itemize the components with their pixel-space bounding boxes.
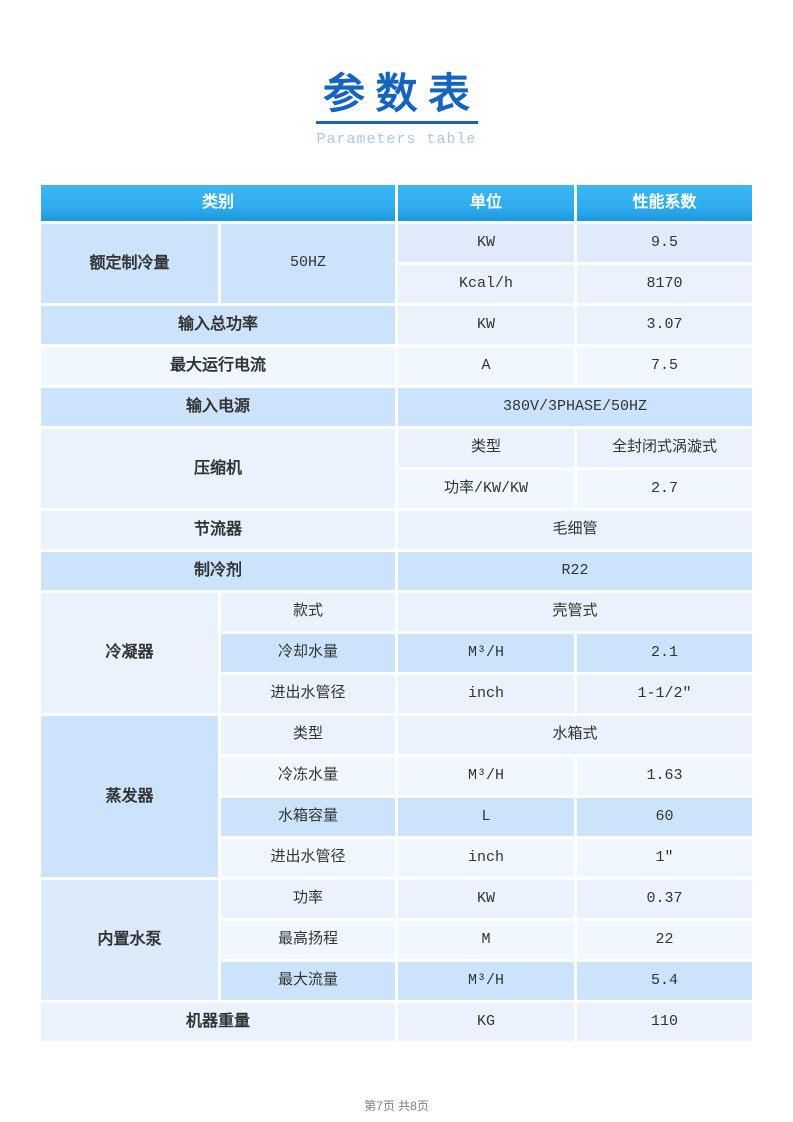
condenser-pipe-unit: inch bbox=[397, 675, 574, 713]
rated-cooling-unit-kcal: Kcal/h bbox=[397, 265, 574, 303]
table-row: 额定制冷量 50HZ KW 9.5 bbox=[41, 224, 752, 303]
condenser-pipe-label: 进出水管径 bbox=[221, 675, 395, 713]
table-row: 最大流量 M³/H 5.4 bbox=[41, 962, 752, 1000]
total-input-power-label: 输入总功率 bbox=[41, 306, 395, 344]
table-row: 进出水管径 inch 1″ bbox=[41, 839, 752, 877]
title-underline bbox=[315, 121, 478, 125]
table-row: 进出水管径 inch 1-1/2″ bbox=[41, 675, 752, 713]
compressor-label: 压缩机 bbox=[41, 429, 395, 508]
pump-head-label: 最高扬程 bbox=[221, 921, 395, 959]
evaporator-chilled-water-unit: M³/H bbox=[397, 757, 574, 795]
pump-flow-unit: M³/H bbox=[397, 962, 574, 1000]
header-category: 类别 bbox=[41, 185, 395, 221]
compressor-power-value: 2.7 bbox=[576, 470, 752, 508]
evaporator-pipe-unit: inch bbox=[397, 839, 574, 877]
power-supply-label: 输入电源 bbox=[41, 388, 395, 426]
title-block: 参 数 表 Parameters table bbox=[0, 72, 793, 148]
condenser-coolant-unit: M³/H bbox=[397, 634, 574, 672]
evaporator-chilled-water-label: 冷冻水量 bbox=[221, 757, 395, 795]
page-subtitle: Parameters table bbox=[316, 131, 477, 149]
table-row: Kcal/h 8170 bbox=[41, 265, 752, 303]
compressor-type-value: 全封闭式涡漩式 bbox=[576, 429, 752, 467]
rated-cooling-unit-kw: KW bbox=[397, 224, 574, 262]
table-row: 水箱容量 L 60 bbox=[41, 798, 752, 836]
max-running-current-unit: A bbox=[397, 347, 574, 385]
table-row: 冷冻水量 M³/H 1.63 bbox=[41, 757, 752, 795]
condenser-coolant-value: 2.1 bbox=[576, 634, 752, 672]
table-row: 内置水泵 功率 KW 0.37 bbox=[41, 880, 752, 1000]
rated-cooling-frequency: 50HZ bbox=[221, 224, 395, 303]
condenser-label: 冷凝器 bbox=[41, 593, 218, 713]
pump-head-value: 22 bbox=[576, 921, 752, 959]
condenser-style-label: 款式 bbox=[221, 593, 395, 631]
table-header-row: 类别 单位 性能系数 bbox=[41, 185, 752, 221]
evaporator-tank-capacity-value: 60 bbox=[576, 798, 752, 836]
pump-head-unit: M bbox=[397, 921, 574, 959]
evaporator-label: 蒸发器 bbox=[41, 716, 218, 877]
evaporator-tank-capacity-label: 水箱容量 bbox=[221, 798, 395, 836]
throttle-label: 节流器 bbox=[41, 511, 395, 549]
parameters-table: 类别 单位 性能系数 额定制冷量 50HZ KW 9.5 Kcal/h 8170… bbox=[38, 182, 755, 1044]
table-row: 输入总功率 KW 3.07 bbox=[41, 306, 752, 344]
total-input-power-value: 3.07 bbox=[576, 306, 752, 344]
evaporator-type-label: 类型 bbox=[221, 716, 395, 754]
condenser-style-value: 壳管式 bbox=[397, 593, 752, 631]
evaporator-type-value: 水箱式 bbox=[397, 716, 752, 754]
page-number: 第7页 共8页 bbox=[364, 1099, 429, 1113]
table-row: 最高扬程 M 22 bbox=[41, 921, 752, 959]
rated-cooling-value-kcal: 8170 bbox=[576, 265, 752, 303]
table-row: 节流器 毛细管 bbox=[41, 511, 752, 549]
pump-power-value: 0.37 bbox=[576, 880, 752, 918]
compressor-power-label: 功率/KW/KW bbox=[397, 470, 574, 508]
machine-weight-value: 110 bbox=[576, 1003, 752, 1041]
table-row: 最大运行电流 A 7.5 bbox=[41, 347, 752, 385]
table-row: 冷却水量 M³/H 2.1 bbox=[41, 634, 752, 672]
machine-weight-label: 机器重量 bbox=[41, 1003, 395, 1041]
condenser-coolant-label: 冷却水量 bbox=[221, 634, 395, 672]
table-row: 输入电源 380V/3PHASE/50HZ bbox=[41, 388, 752, 426]
table-row: 蒸发器 类型 水箱式 bbox=[41, 716, 752, 877]
header-unit: 单位 bbox=[397, 185, 574, 221]
max-running-current-value: 7.5 bbox=[576, 347, 752, 385]
evaporator-pipe-label: 进出水管径 bbox=[221, 839, 395, 877]
table-row: 压缩机 类型 全封闭式涡漩式 bbox=[41, 429, 752, 508]
evaporator-chilled-water-value: 1.63 bbox=[576, 757, 752, 795]
evaporator-pipe-value: 1″ bbox=[576, 839, 752, 877]
refrigerant-label: 制冷剂 bbox=[41, 552, 395, 590]
built-in-pump-label: 内置水泵 bbox=[41, 880, 218, 1000]
max-running-current-label: 最大运行电流 bbox=[41, 347, 395, 385]
pump-power-label: 功率 bbox=[221, 880, 395, 918]
rated-cooling-value-kw: 9.5 bbox=[576, 224, 752, 262]
throttle-value: 毛细管 bbox=[397, 511, 752, 549]
evaporator-tank-capacity-unit: L bbox=[397, 798, 574, 836]
table-row: 功率/KW/KW 2.7 bbox=[41, 470, 752, 508]
page-title: 参 数 表 bbox=[322, 72, 470, 118]
rated-cooling-capacity-label: 额定制冷量 bbox=[41, 224, 218, 303]
table-row: 制冷剂 R22 bbox=[41, 552, 752, 590]
header-value: 性能系数 bbox=[576, 185, 752, 221]
machine-weight-unit: KG bbox=[397, 1003, 574, 1041]
table-row: 冷凝器 款式 壳管式 bbox=[41, 593, 752, 713]
condenser-pipe-value: 1-1/2″ bbox=[576, 675, 752, 713]
total-input-power-unit: KW bbox=[397, 306, 574, 344]
pump-flow-label: 最大流量 bbox=[221, 962, 395, 1000]
refrigerant-value: R22 bbox=[397, 552, 752, 590]
pump-flow-value: 5.4 bbox=[576, 962, 752, 1000]
compressor-type-label: 类型 bbox=[397, 429, 574, 467]
power-supply-value: 380V/3PHASE/50HZ bbox=[397, 388, 752, 426]
pump-power-unit: KW bbox=[397, 880, 574, 918]
table-row: 机器重量 KG 110 bbox=[41, 1003, 752, 1041]
